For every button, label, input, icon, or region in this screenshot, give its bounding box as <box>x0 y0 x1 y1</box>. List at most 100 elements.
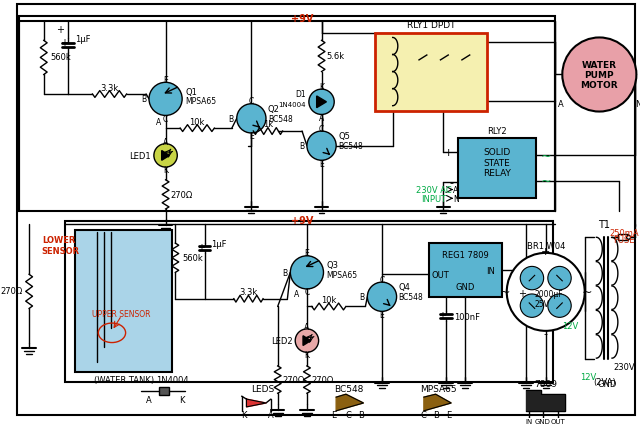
Text: 100nF: 100nF <box>454 312 479 321</box>
Text: C: C <box>380 275 385 284</box>
Text: LED1: LED1 <box>129 152 151 161</box>
Text: E: E <box>380 310 385 319</box>
Text: B: B <box>359 293 364 302</box>
Text: 2000μF: 2000μF <box>534 290 563 299</box>
Text: -: - <box>544 328 548 338</box>
Text: LEDS: LEDS <box>252 384 275 393</box>
Bar <box>375 34 487 111</box>
Text: E: E <box>332 410 337 419</box>
Bar <box>75 231 172 372</box>
Text: B: B <box>434 410 440 419</box>
Text: +: + <box>444 148 453 158</box>
Text: 230V AC: 230V AC <box>416 186 451 195</box>
Text: MPSA65: MPSA65 <box>420 384 457 393</box>
Circle shape <box>154 144 177 168</box>
Circle shape <box>367 282 397 312</box>
Text: 7809: 7809 <box>534 379 557 388</box>
Circle shape <box>149 83 182 116</box>
Text: 1N4004: 1N4004 <box>278 101 306 107</box>
Text: BC548: BC548 <box>334 384 364 393</box>
Polygon shape <box>336 394 364 411</box>
Bar <box>159 388 168 395</box>
Text: N: N <box>453 194 459 203</box>
Text: PUMP: PUMP <box>584 71 614 80</box>
Text: E: E <box>249 132 253 141</box>
Text: (2VA): (2VA) <box>593 377 616 386</box>
Text: 1N4004: 1N4004 <box>156 375 189 384</box>
Text: WATER: WATER <box>582 61 617 70</box>
Text: A: A <box>268 410 274 419</box>
Text: 560k: 560k <box>182 253 203 263</box>
Text: OUT: OUT <box>431 270 449 279</box>
Text: 270Ω: 270Ω <box>170 190 193 199</box>
Text: Q1: Q1 <box>185 87 197 96</box>
Text: N: N <box>635 100 640 109</box>
Text: GND: GND <box>598 379 617 388</box>
Text: MOTOR: MOTOR <box>580 81 618 89</box>
Text: ~: ~ <box>500 286 510 299</box>
Text: 270Ω: 270Ω <box>0 287 22 296</box>
Circle shape <box>627 236 630 240</box>
Text: BC548: BC548 <box>399 293 423 302</box>
Text: D1: D1 <box>295 90 306 99</box>
Text: OUT: OUT <box>551 417 566 423</box>
Text: Q4: Q4 <box>399 283 410 292</box>
Text: 12V: 12V <box>562 322 578 331</box>
Text: K: K <box>319 83 324 92</box>
Text: C: C <box>346 410 352 419</box>
Text: 270Ω: 270Ω <box>282 375 305 384</box>
Circle shape <box>520 267 543 290</box>
Text: A: A <box>156 118 161 127</box>
Polygon shape <box>303 336 311 345</box>
Text: BC548: BC548 <box>338 142 363 151</box>
Text: A: A <box>453 186 459 195</box>
Text: K: K <box>305 350 309 359</box>
Text: B: B <box>358 410 364 419</box>
Text: E: E <box>447 410 452 419</box>
Text: 3.3k: 3.3k <box>239 288 257 296</box>
Bar <box>618 235 628 241</box>
Polygon shape <box>424 394 451 411</box>
Bar <box>458 138 536 199</box>
Circle shape <box>507 253 585 331</box>
Text: SOLID
STATE
RELAY: SOLID STATE RELAY <box>483 148 511 178</box>
Text: C: C <box>421 410 427 419</box>
Bar <box>429 244 502 297</box>
Text: (WATER TANK): (WATER TANK) <box>93 375 154 384</box>
Text: E: E <box>163 76 168 85</box>
Circle shape <box>291 256 323 289</box>
Text: 270Ω: 270Ω <box>312 375 334 384</box>
Text: E: E <box>305 249 309 258</box>
Text: UPPER SENSOR: UPPER SENSOR <box>92 309 151 318</box>
Circle shape <box>563 38 636 112</box>
Text: FUSE: FUSE <box>613 235 634 244</box>
Polygon shape <box>526 390 565 411</box>
Text: ~: ~ <box>581 286 592 299</box>
Text: MPSA65: MPSA65 <box>326 270 358 279</box>
Bar <box>65 221 552 382</box>
Text: A: A <box>163 138 168 147</box>
Text: K: K <box>241 410 246 419</box>
Text: A: A <box>557 100 563 109</box>
Text: K: K <box>163 165 168 174</box>
Text: Q3: Q3 <box>326 260 339 269</box>
Text: C: C <box>319 124 324 133</box>
Text: C: C <box>163 115 168 124</box>
Bar <box>19 17 556 211</box>
Text: +: + <box>60 38 68 48</box>
Text: MPSA65: MPSA65 <box>185 97 216 106</box>
Text: B: B <box>141 95 146 104</box>
Text: 1μF: 1μF <box>75 35 90 44</box>
Text: 12V: 12V <box>580 372 596 381</box>
Text: IN: IN <box>486 266 495 275</box>
Text: -: - <box>449 177 453 187</box>
Text: Q2: Q2 <box>268 105 280 114</box>
Text: T1: T1 <box>598 219 610 229</box>
Text: 25V: 25V <box>534 299 549 308</box>
Text: 1k: 1k <box>263 119 273 128</box>
Text: K: K <box>179 394 185 404</box>
Text: ~: ~ <box>541 175 552 188</box>
Text: RLY1 DPDT: RLY1 DPDT <box>407 21 456 30</box>
Text: +9V: +9V <box>291 14 313 24</box>
Text: REG1 7809: REG1 7809 <box>442 251 489 260</box>
